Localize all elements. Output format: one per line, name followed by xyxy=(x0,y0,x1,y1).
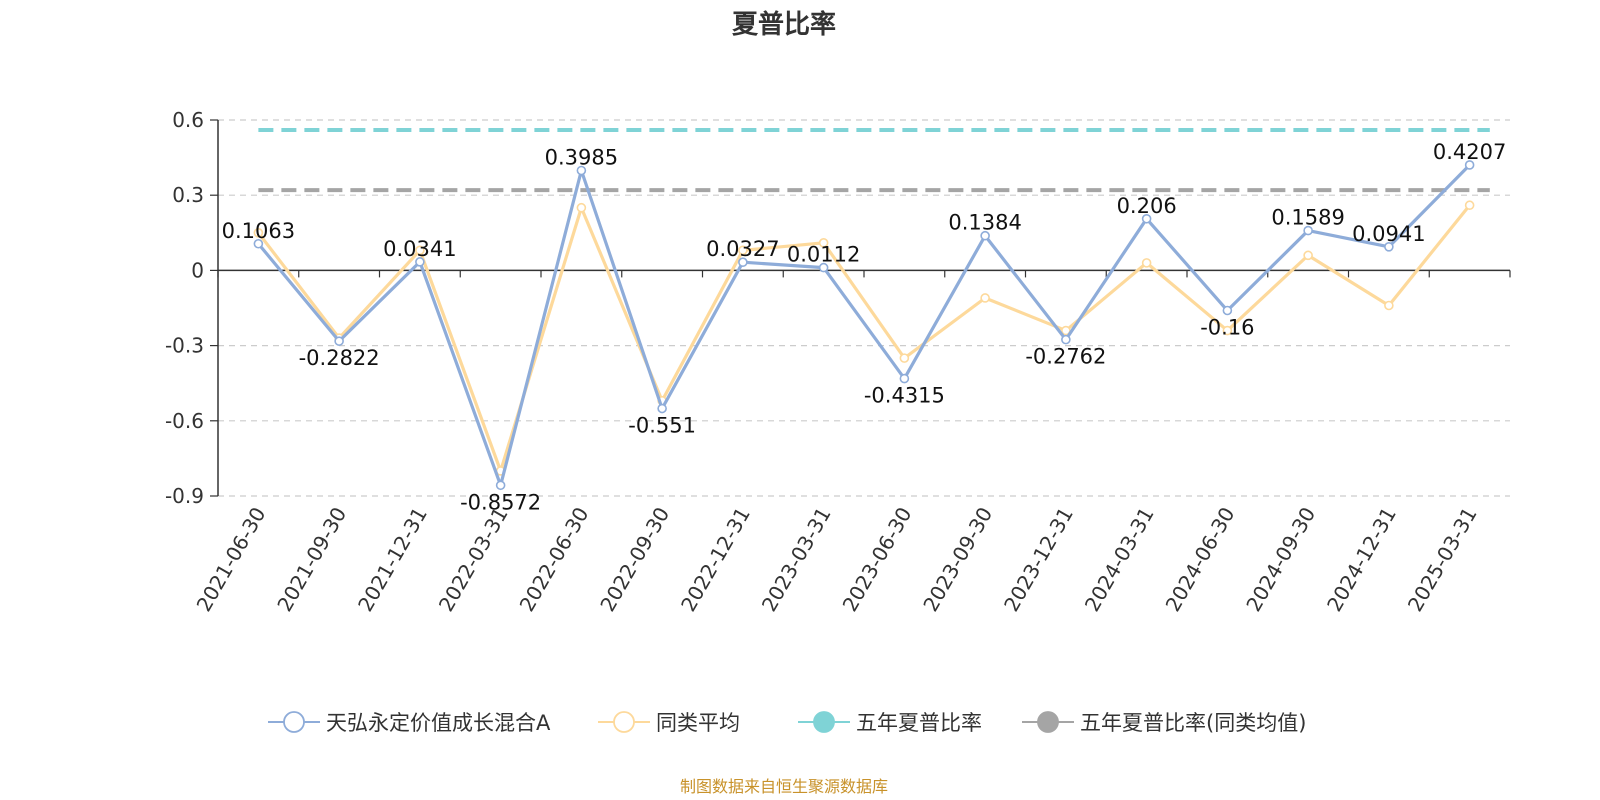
legend-marker xyxy=(813,711,835,733)
data-point xyxy=(253,228,264,238)
data-point xyxy=(818,262,829,273)
x-tick-label: 2024-09-30 xyxy=(1241,503,1320,616)
x-tick-label: 2022-12-31 xyxy=(676,503,755,616)
y-tick-label: -0.9 xyxy=(165,484,204,508)
grid xyxy=(218,119,1510,497)
data-point xyxy=(899,353,910,363)
data-label: -0.4315 xyxy=(864,384,945,408)
data-point xyxy=(1141,213,1152,224)
legend-item[interactable]: 五年夏普比率(同类均值) xyxy=(1022,711,1306,735)
data-point xyxy=(495,480,506,491)
legend-label: 五年夏普比率(同类均值) xyxy=(1080,711,1306,735)
x-tick-label: 2023-09-30 xyxy=(918,503,997,616)
data-label: 0.0341 xyxy=(383,237,456,261)
data-point xyxy=(415,245,425,256)
data-point xyxy=(415,257,425,267)
data-point xyxy=(253,238,264,249)
legend-item[interactable]: 五年夏普比率 xyxy=(798,711,982,735)
legend[interactable]: 天弘永定价值成长混合A 同类平均 五年夏普比率 五年夏普比率(同类均值) xyxy=(268,711,1306,735)
data-point xyxy=(1303,225,1313,236)
data-point xyxy=(738,245,748,256)
chart-title: 夏普比率 xyxy=(732,9,836,40)
data-labels: 0.1063 -0.2822 0.0341 -0.8572 0.3985 -0.551 0.… xyxy=(222,140,1507,514)
legend-label: 五年夏普比率 xyxy=(856,711,982,735)
data-point xyxy=(980,230,990,241)
x-tick-label: 2022-06-30 xyxy=(515,503,594,616)
data-point xyxy=(576,165,587,176)
legend-label: 天弘永定价值成长混合A xyxy=(326,711,551,735)
y-tick-label: 0.3 xyxy=(172,183,204,207)
x-tick-label: 2024-12-31 xyxy=(1322,503,1401,616)
x-tick-label: 2023-03-31 xyxy=(757,503,836,616)
source-note: 制图数据来自恒生聚源数据库 xyxy=(680,777,888,796)
data-point xyxy=(1384,242,1394,252)
x-tick-label: 2022-03-31 xyxy=(434,503,513,616)
data-label: -0.8572 xyxy=(460,490,541,514)
x-tick-label: 2021-06-30 xyxy=(192,503,271,616)
data-label: 0.1589 xyxy=(1271,206,1344,230)
data-label: -0.2762 xyxy=(1025,345,1106,369)
data-point xyxy=(1141,258,1152,268)
y-tick-label: -0.6 xyxy=(165,409,204,433)
legend-label: 同类平均 xyxy=(656,711,740,735)
x-tick-label: 2024-06-30 xyxy=(1161,503,1240,616)
data-label: 0.206 xyxy=(1117,194,1177,218)
legend-marker xyxy=(283,711,305,733)
x-tick-label: 2021-12-31 xyxy=(353,503,432,616)
data-label: 0.4207 xyxy=(1433,140,1506,164)
data-label: 0.0327 xyxy=(706,237,779,261)
x-tick-label: 2025-03-31 xyxy=(1403,503,1482,616)
data-point xyxy=(1061,325,1071,336)
data-label: 0.0941 xyxy=(1352,222,1425,246)
y-tick-label: 0 xyxy=(191,258,204,282)
x-tick-label: 2024-03-31 xyxy=(1080,503,1159,616)
data-label: 0.1063 xyxy=(222,219,295,243)
legend-marker xyxy=(1037,711,1059,733)
x-tick-label: 2023-06-30 xyxy=(838,503,917,616)
data-point xyxy=(1464,160,1475,170)
data-point xyxy=(899,373,910,384)
x-tick-label: 2023-12-31 xyxy=(999,503,1078,616)
data-point xyxy=(334,336,344,346)
data-label: 0.1384 xyxy=(948,211,1021,235)
data-point xyxy=(1303,250,1313,261)
data-point xyxy=(980,293,990,303)
data-point xyxy=(738,257,748,268)
data-point xyxy=(818,238,829,248)
data-label: -0.2822 xyxy=(299,346,380,370)
data-point xyxy=(1464,200,1475,211)
data-point xyxy=(1384,300,1394,311)
data-label: -0.551 xyxy=(628,414,696,438)
series-line xyxy=(257,204,1471,473)
legend-marker xyxy=(613,711,635,733)
series-line xyxy=(257,163,1471,487)
data-label: -0.16 xyxy=(1200,316,1254,340)
data-label: 0.0112 xyxy=(787,243,860,267)
data-point xyxy=(1222,305,1233,316)
data-point xyxy=(657,403,667,414)
data-point xyxy=(576,202,587,213)
y-tick-label: -0.3 xyxy=(165,334,204,358)
x-tick-label: 2022-09-30 xyxy=(595,503,674,616)
legend-item[interactable]: 天弘永定价值成长混合A xyxy=(268,711,551,735)
series xyxy=(253,128,1490,491)
data-label: 0.3985 xyxy=(545,146,618,170)
legend-item[interactable]: 同类平均 xyxy=(598,711,740,735)
data-point xyxy=(1061,334,1071,345)
y-tick-label: 0.6 xyxy=(172,108,204,132)
data-point xyxy=(1222,325,1233,336)
x-tick-label: 2021-09-30 xyxy=(272,503,351,616)
